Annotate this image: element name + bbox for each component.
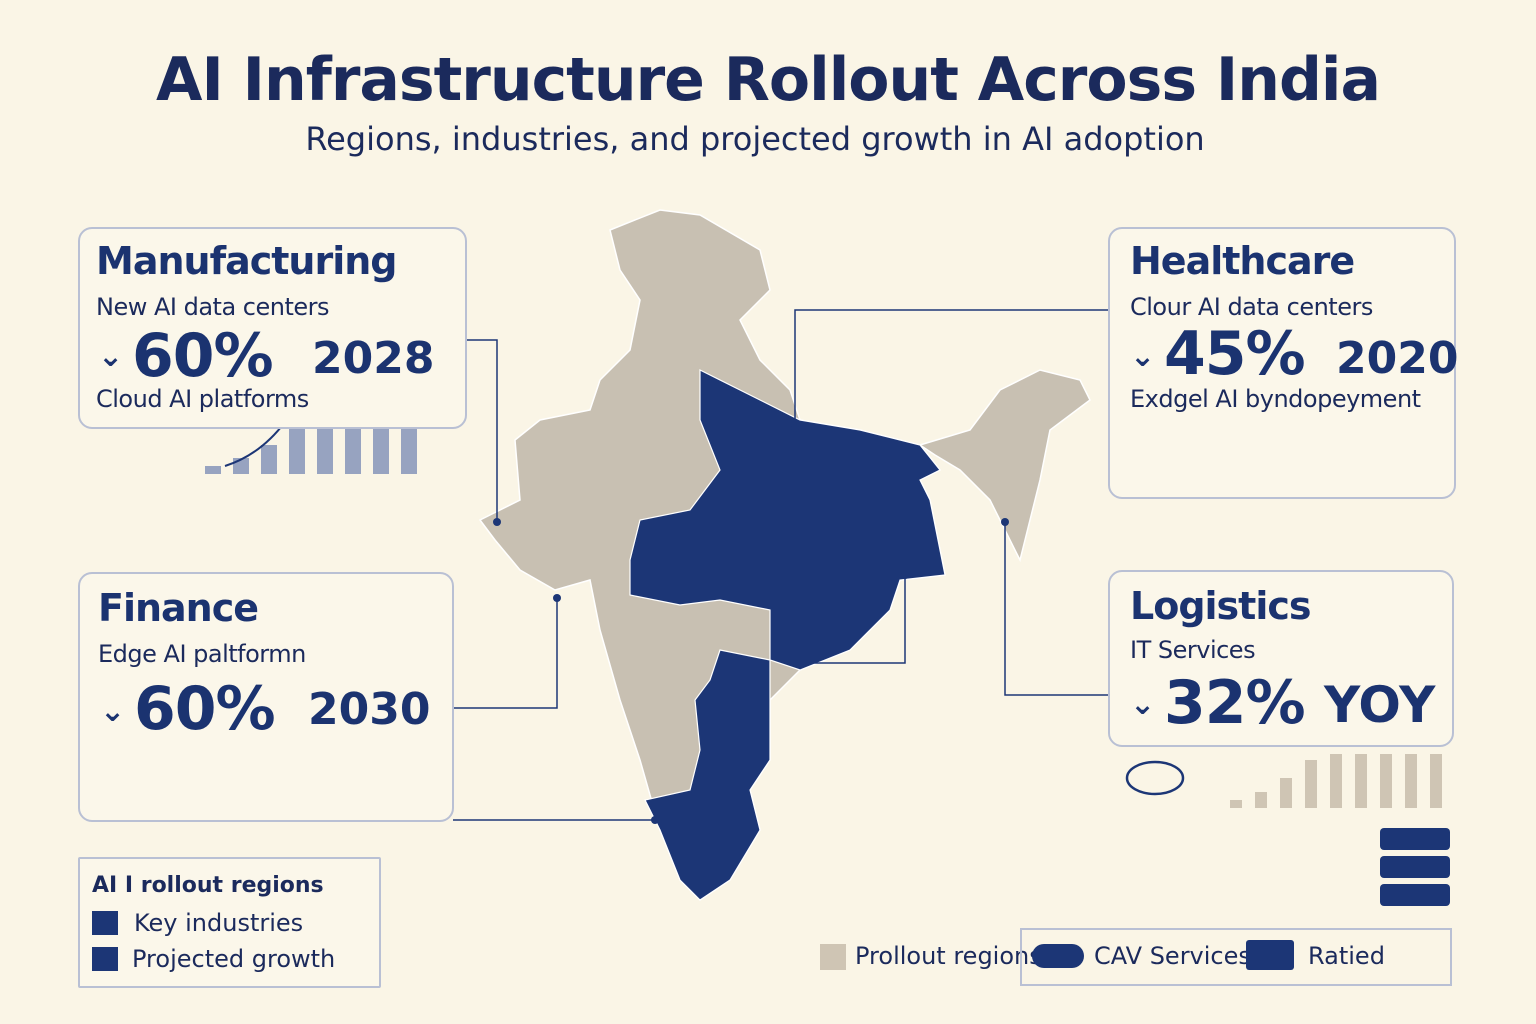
- deco-bar: [205, 466, 221, 474]
- deco-bar: [261, 445, 277, 474]
- legend-item: Projected growth: [132, 945, 336, 973]
- legend-swatch: [820, 944, 846, 970]
- bottom-legend-item: CAV Services: [1094, 942, 1251, 970]
- card-logistics: Logistics IT Services ⌄ 32% YOY: [1108, 570, 1454, 747]
- card-line: IT Services: [1130, 636, 1256, 664]
- deco-bar: [289, 425, 305, 474]
- deco-bar: [1405, 754, 1417, 808]
- legend-item: Key industries: [134, 909, 304, 937]
- card-finance: Finance Edge AI paltformn ⌄ 60% 2030: [78, 572, 454, 822]
- card-title: Logistics: [1130, 584, 1311, 628]
- chevron: ⌄: [100, 694, 126, 729]
- dot: [493, 518, 501, 526]
- card-line: Clour AI data centers: [1130, 293, 1373, 321]
- card-value: 45%: [1164, 319, 1306, 389]
- deco-bar: [1280, 778, 1292, 808]
- bottom-legend-item: Ratied: [1308, 942, 1385, 970]
- deco-bar: [1305, 760, 1317, 808]
- legend-swatch: [92, 947, 118, 971]
- server-icon: [1380, 856, 1450, 878]
- mini-bars-faded: [1230, 754, 1442, 808]
- chevron: ⌄: [98, 339, 124, 374]
- card-year: 2030: [308, 684, 431, 735]
- subtitle: Regions, industries, and projected growt…: [305, 120, 1205, 158]
- card-healthcare: Healthcare Clour AI data centers ⌄ 45% 2…: [1108, 227, 1459, 499]
- deco-bar: [1380, 754, 1392, 808]
- card-title: Healthcare: [1130, 239, 1355, 283]
- region-south: [644, 649, 771, 901]
- connector: [466, 339, 498, 522]
- chevron: ⌄: [1130, 339, 1156, 374]
- connector: [794, 309, 1108, 428]
- card-year: 2020: [1336, 333, 1459, 384]
- deco-bar: [1255, 792, 1267, 808]
- map-northeast: [918, 369, 1091, 563]
- cloud-icon: [1125, 760, 1185, 796]
- legend-icon: [1032, 944, 1084, 968]
- card-line: Edge AI paltformn: [98, 640, 306, 668]
- connector-dots: [493, 424, 1009, 824]
- legend: AI I rollout regions Key industries Proj…: [78, 857, 381, 988]
- deco-bar: [1230, 800, 1242, 808]
- server-icon: [1380, 828, 1450, 850]
- card-value: 60%: [132, 321, 274, 391]
- card-title: Manufacturing: [96, 239, 397, 283]
- card-line: New AI data centers: [96, 293, 330, 321]
- deco-bar: [1330, 754, 1342, 808]
- bottom-legend-box: [1020, 928, 1452, 986]
- region-central: [629, 369, 946, 671]
- connector: [800, 575, 906, 664]
- title: AI Infrastructure Rollout Across India: [156, 45, 1381, 115]
- rollout-regions: [629, 369, 946, 901]
- deco-bar: [1355, 754, 1367, 808]
- dot: [553, 594, 561, 602]
- card-year: YOY: [1324, 676, 1436, 734]
- dot: [651, 816, 659, 824]
- dot: [1001, 518, 1009, 526]
- server-icon: [1380, 884, 1450, 906]
- legend-icon: [1246, 940, 1294, 970]
- deco-bar: [1430, 754, 1442, 808]
- chevron: ⌄: [1130, 687, 1156, 722]
- card-manufacturing: Manufacturing New AI data centers ⌄ 60% …: [78, 227, 467, 429]
- card-line: Exdgel AI byndopeyment: [1130, 385, 1421, 413]
- card-value: 60%: [134, 674, 276, 744]
- legend-title: AI I rollout regions: [92, 873, 324, 898]
- card-line: Cloud AI platforms: [96, 385, 309, 413]
- dot: [791, 424, 799, 432]
- connectors: [453, 309, 1108, 821]
- card-year: 2028: [312, 333, 435, 384]
- legend-swatch: [92, 911, 118, 935]
- card-title: Finance: [98, 586, 259, 630]
- connector: [1004, 522, 1108, 696]
- dot: [901, 571, 909, 579]
- bottom-legend-item: Prollout regions: [855, 942, 1042, 970]
- card-value: 32%: [1164, 668, 1306, 738]
- connector: [453, 598, 558, 709]
